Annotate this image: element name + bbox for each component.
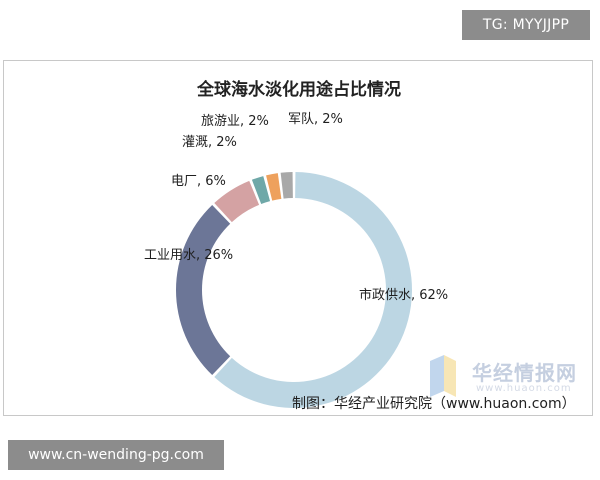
donut-slice-2 bbox=[214, 180, 260, 223]
watermark-url: www.huaon.com bbox=[476, 383, 572, 394]
donut-slices bbox=[175, 172, 412, 408]
slice-label-1: 工业用水, 26% bbox=[144, 248, 233, 263]
slice-label-5: 军队, 2% bbox=[288, 112, 343, 127]
donut-slice-3 bbox=[251, 176, 271, 205]
watermark-text: 华经情报网 bbox=[472, 361, 577, 385]
slice-label-3: 灌溉, 2% bbox=[182, 135, 237, 150]
donut-slice-4 bbox=[266, 173, 282, 201]
url-badge: www.cn-wending-pg.com bbox=[8, 440, 224, 470]
watermark-logo-icon bbox=[430, 355, 456, 397]
chart-frame: 全球海水淡化用途占比情况 市政供水, 62% 工业用水, 26% 电厂, 6% 灌溉,… bbox=[3, 60, 593, 416]
donut-labels: 市政供水, 62% 工业用水, 26% 电厂, 6% 灌溉, 2% 旅游业, 2% 军队,… bbox=[144, 112, 448, 303]
slice-label-4: 旅游业, 2% bbox=[201, 114, 269, 129]
tg-badge: TG: MYYJJPP bbox=[462, 10, 590, 40]
slice-label-0: 市政供水, 62% bbox=[359, 287, 448, 303]
donut-chart: 市政供水, 62% 工业用水, 26% 电厂, 6% 灌溉, 2% 旅游业, 2% 军队,… bbox=[144, 112, 456, 408]
donut-slice-0 bbox=[214, 172, 412, 408]
donut-slice-1 bbox=[175, 204, 231, 376]
slice-label-2: 电厂, 6% bbox=[171, 174, 226, 189]
donut-slice-5 bbox=[280, 172, 293, 199]
source-credit: 制图：华经产业研究院（www.huaon.com） bbox=[292, 396, 576, 412]
chart-title: 全球海水淡化用途占比情况 bbox=[197, 80, 401, 100]
